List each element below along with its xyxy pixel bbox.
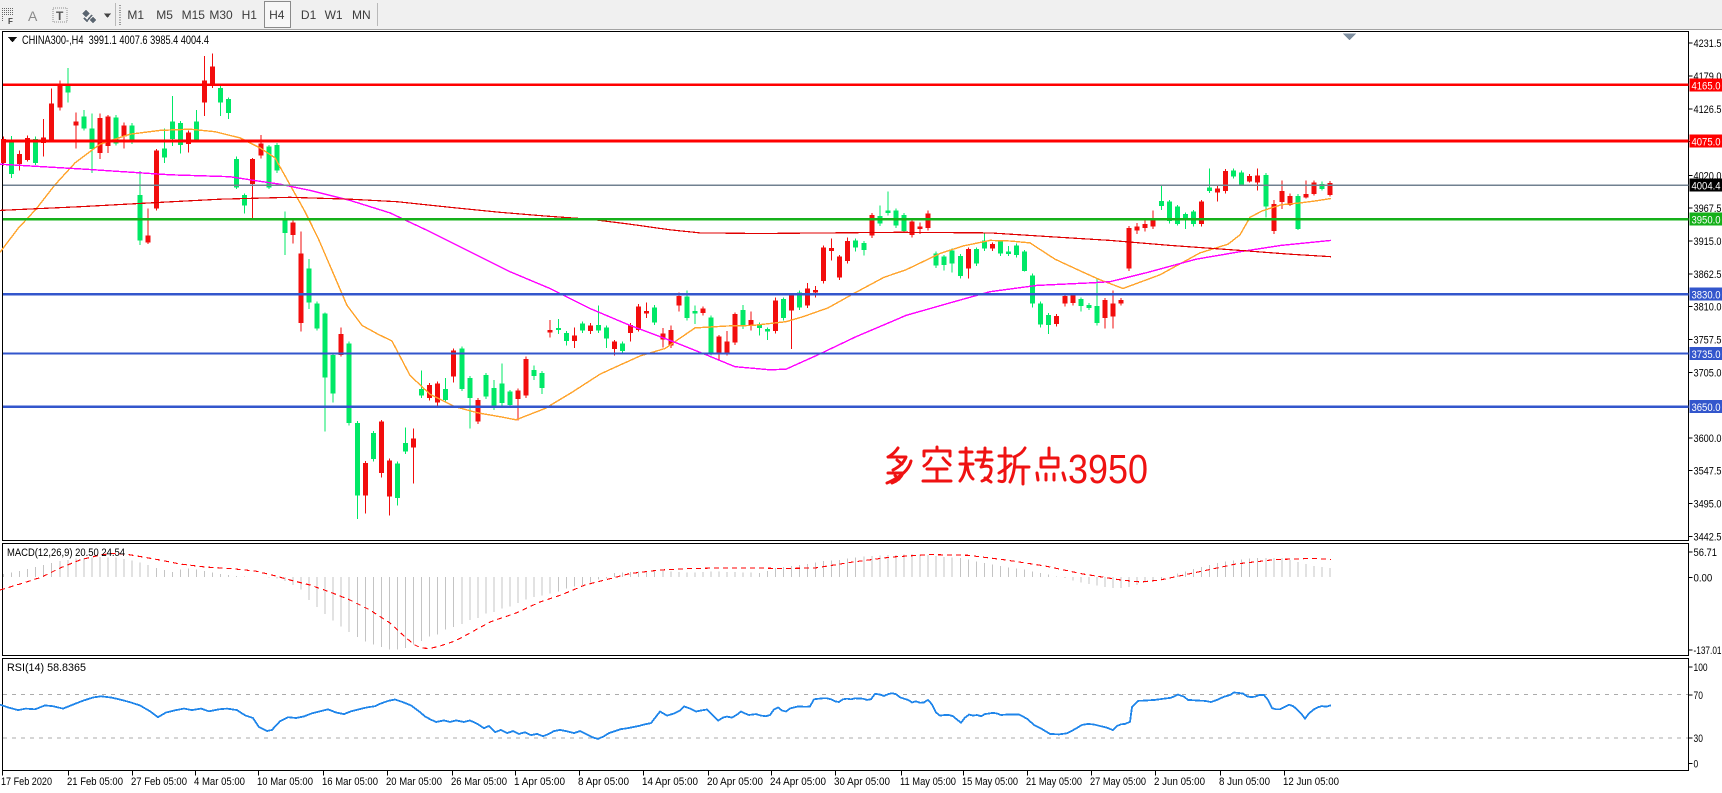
- svg-text:20 Apr 05:00: 20 Apr 05:00: [707, 776, 763, 788]
- svg-text:3547.5: 3547.5: [1694, 466, 1722, 478]
- svg-text:H1: H1: [242, 8, 258, 22]
- svg-text:3442.5: 3442.5: [1694, 531, 1722, 543]
- svg-text:T: T: [56, 9, 64, 23]
- svg-text:3650.0: 3650.0: [1692, 402, 1721, 414]
- svg-text:D1: D1: [301, 8, 317, 22]
- svg-text:3950.0: 3950.0: [1692, 215, 1721, 227]
- svg-text:W1: W1: [325, 8, 343, 22]
- svg-text:27 Feb 05:00: 27 Feb 05:00: [131, 776, 187, 788]
- svg-text:M30: M30: [209, 8, 233, 22]
- svg-text:3830.0: 3830.0: [1692, 290, 1721, 302]
- svg-text:3495.0: 3495.0: [1694, 499, 1722, 511]
- svg-text:70: 70: [1694, 690, 1703, 702]
- svg-text:3862.5: 3862.5: [1694, 269, 1722, 281]
- svg-text:8 Jun 05:00: 8 Jun 05:00: [1219, 776, 1270, 788]
- svg-text:26 Mar 05:00: 26 Mar 05:00: [451, 776, 507, 788]
- svg-text:3950: 3950: [1068, 446, 1148, 492]
- svg-text:4 Mar 05:00: 4 Mar 05:00: [194, 776, 245, 788]
- svg-text:M1: M1: [127, 8, 144, 22]
- svg-text:M15: M15: [182, 8, 206, 22]
- svg-text:24 Apr 05:00: 24 Apr 05:00: [770, 776, 826, 788]
- svg-text:56.71: 56.71: [1694, 547, 1718, 559]
- svg-text:3705.0: 3705.0: [1694, 367, 1722, 379]
- svg-text:RSI(14) 58.8365: RSI(14) 58.8365: [7, 662, 86, 674]
- svg-text:3967.5: 3967.5: [1694, 203, 1722, 215]
- svg-text:MN: MN: [352, 8, 371, 22]
- svg-text:MACD(12,26,9) 20.50 24.54: MACD(12,26,9) 20.50 24.54: [7, 547, 125, 559]
- svg-text:M5: M5: [156, 8, 173, 22]
- svg-text:0: 0: [1694, 759, 1699, 771]
- svg-text:21 Feb 05:00: 21 Feb 05:00: [67, 776, 123, 788]
- svg-text:3810.0: 3810.0: [1694, 302, 1722, 314]
- svg-text:F: F: [8, 17, 13, 26]
- svg-text:15 May 05:00: 15 May 05:00: [962, 776, 1018, 788]
- svg-text:CHINA300-,H4 3991.1 4007.6 39: CHINA300-,H4 3991.1 4007.6 3985.4 4004.4: [22, 33, 209, 47]
- svg-text:3600.0: 3600.0: [1694, 433, 1722, 445]
- svg-text:30: 30: [1694, 733, 1703, 745]
- svg-text:12 Jun 05:00: 12 Jun 05:00: [1283, 776, 1339, 788]
- svg-text:3735.0: 3735.0: [1692, 349, 1721, 361]
- svg-text:8 Apr 05:00: 8 Apr 05:00: [578, 776, 629, 788]
- svg-text:17 Feb 2020: 17 Feb 2020: [1, 776, 52, 788]
- svg-text:4165.0: 4165.0: [1692, 80, 1721, 92]
- svg-text:3915.0: 3915.0: [1694, 236, 1722, 248]
- svg-text:20 Mar 05:00: 20 Mar 05:00: [386, 776, 442, 788]
- svg-text:-137.01: -137.01: [1694, 645, 1722, 657]
- svg-text:4231.5: 4231.5: [1694, 38, 1722, 50]
- svg-text:2 Jun 05:00: 2 Jun 05:00: [1154, 776, 1205, 788]
- svg-text:1 Apr 05:00: 1 Apr 05:00: [514, 776, 565, 788]
- svg-text:3757.5: 3757.5: [1694, 335, 1722, 347]
- svg-text:21 May 05:00: 21 May 05:00: [1026, 776, 1082, 788]
- svg-text:27 May 05:00: 27 May 05:00: [1090, 776, 1146, 788]
- svg-text:4004.4: 4004.4: [1692, 181, 1721, 193]
- svg-text:A: A: [28, 8, 38, 24]
- svg-text:100: 100: [1694, 662, 1708, 674]
- svg-text:H4: H4: [269, 8, 285, 22]
- svg-text:16 Mar 05:00: 16 Mar 05:00: [322, 776, 378, 788]
- svg-text:10 Mar 05:00: 10 Mar 05:00: [257, 776, 313, 788]
- svg-text:0.00: 0.00: [1694, 573, 1713, 585]
- svg-text:4126.5: 4126.5: [1694, 104, 1722, 116]
- svg-text:11 May 05:00: 11 May 05:00: [900, 776, 956, 788]
- svg-text:14 Apr 05:00: 14 Apr 05:00: [642, 776, 698, 788]
- svg-text:30 Apr 05:00: 30 Apr 05:00: [834, 776, 890, 788]
- svg-text:4075.0: 4075.0: [1692, 137, 1721, 149]
